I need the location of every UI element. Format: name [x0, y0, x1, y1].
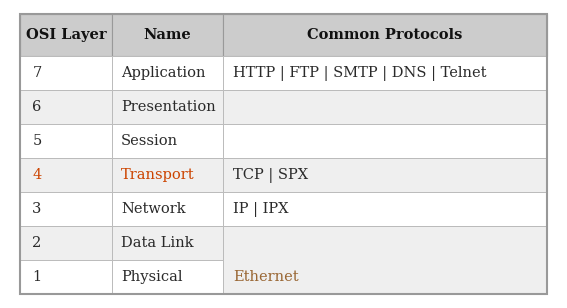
Bar [112, 90, 223, 124]
Text: Name: Name [143, 28, 192, 42]
Bar [20, 90, 112, 124]
Text: 4: 4 [32, 168, 41, 182]
Bar [112, 260, 223, 294]
Text: HTTP | FTP | SMTP | DNS | Telnet: HTTP | FTP | SMTP | DNS | Telnet [233, 66, 486, 81]
Bar [20, 260, 112, 294]
Bar [20, 56, 112, 90]
Text: Ethernet: Ethernet [233, 270, 299, 284]
Text: 2: 2 [32, 236, 41, 250]
Text: Common Protocols: Common Protocols [307, 28, 463, 42]
Text: Data Link: Data Link [121, 236, 194, 250]
Bar [223, 124, 547, 158]
Bar [20, 124, 112, 158]
Bar [223, 90, 547, 124]
Text: Physical: Physical [121, 270, 183, 284]
Text: 6: 6 [32, 100, 42, 114]
Text: Application: Application [121, 66, 206, 80]
Text: Presentation: Presentation [121, 100, 216, 114]
Bar [20, 226, 112, 260]
Bar [112, 226, 223, 260]
Text: Network: Network [121, 202, 186, 216]
Bar [223, 158, 547, 192]
Text: Transport: Transport [121, 168, 195, 182]
Text: 5: 5 [32, 134, 41, 148]
Bar [112, 124, 223, 158]
Bar [223, 226, 547, 294]
Bar [223, 192, 547, 226]
Bar [112, 192, 223, 226]
Bar [223, 56, 547, 90]
Text: TCP | SPX: TCP | SPX [233, 168, 308, 183]
Text: Session: Session [121, 134, 178, 148]
Bar [112, 14, 223, 56]
Text: 3: 3 [32, 202, 42, 216]
Bar [112, 158, 223, 192]
Bar [223, 14, 547, 56]
Text: 1: 1 [32, 270, 41, 284]
Text: 7: 7 [32, 66, 41, 80]
Bar [20, 192, 112, 226]
Text: OSI Layer: OSI Layer [26, 28, 106, 42]
Bar [112, 56, 223, 90]
Bar [20, 158, 112, 192]
Bar [20, 14, 112, 56]
Text: IP | IPX: IP | IPX [233, 202, 289, 217]
